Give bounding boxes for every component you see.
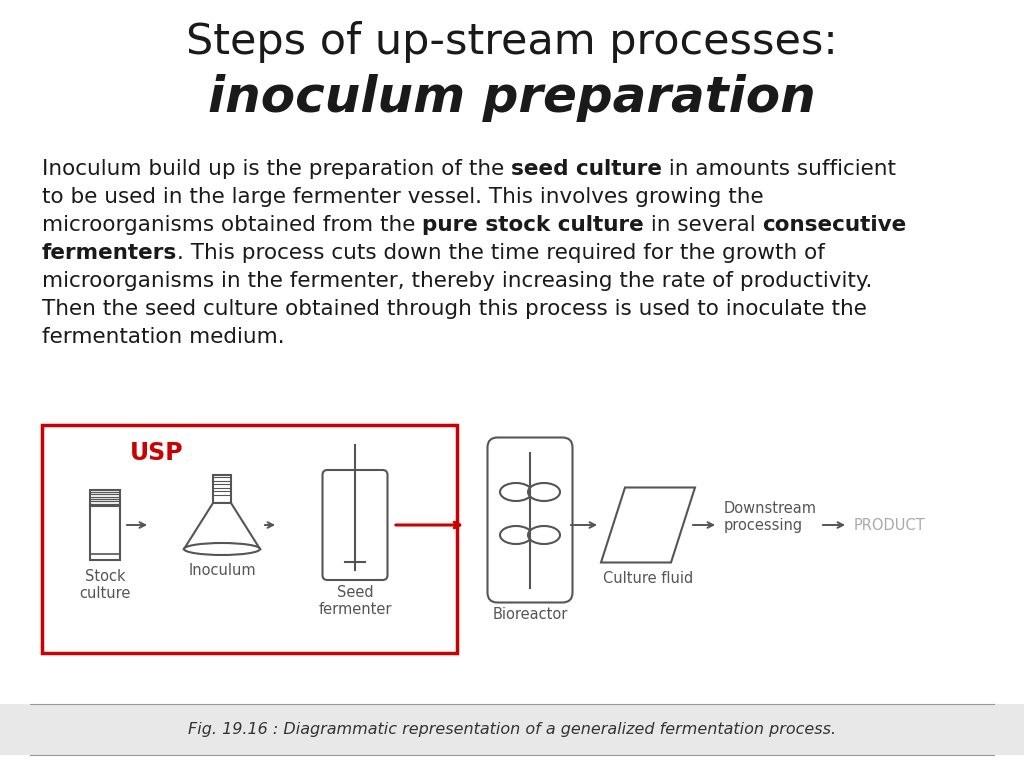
Bar xyxy=(42,425,457,653)
Text: Fig. 19.16 : Diagrammatic representation of a generalized fermentation process.: Fig. 19.16 : Diagrammatic representation… xyxy=(188,722,836,737)
Text: Then the seed culture obtained through this process is used to inoculate the: Then the seed culture obtained through t… xyxy=(42,299,867,319)
Ellipse shape xyxy=(500,526,532,544)
Ellipse shape xyxy=(184,543,260,555)
Text: Inoculum: Inoculum xyxy=(188,563,256,578)
Text: Downstream
processing: Downstream processing xyxy=(724,501,817,533)
Text: seed culture: seed culture xyxy=(511,159,663,179)
Text: fermentation medium.: fermentation medium. xyxy=(42,327,285,347)
Text: in amounts sufficient: in amounts sufficient xyxy=(663,159,896,179)
FancyBboxPatch shape xyxy=(487,438,572,603)
Ellipse shape xyxy=(528,526,560,544)
Text: consecutive: consecutive xyxy=(763,215,906,235)
Text: in several: in several xyxy=(644,215,763,235)
Ellipse shape xyxy=(528,483,560,501)
Text: . This process cuts down the time required for the growth of: . This process cuts down the time requir… xyxy=(177,243,825,263)
Bar xyxy=(90,490,120,560)
Text: Bioreactor: Bioreactor xyxy=(493,607,567,622)
Text: Seed
fermenter: Seed fermenter xyxy=(318,585,392,617)
Text: microorganisms in the fermenter, thereby increasing the rate of productivity.: microorganisms in the fermenter, thereby… xyxy=(42,271,872,291)
Text: pure stock culture: pure stock culture xyxy=(422,215,644,235)
Text: USP: USP xyxy=(130,441,184,465)
Ellipse shape xyxy=(500,483,532,501)
Text: inoculum preparation: inoculum preparation xyxy=(208,74,816,122)
Polygon shape xyxy=(601,488,695,562)
Text: to be used in the large fermenter vessel. This involves growing the: to be used in the large fermenter vessel… xyxy=(42,187,764,207)
Polygon shape xyxy=(184,503,260,549)
Text: Stock
culture: Stock culture xyxy=(79,569,131,601)
Text: PRODUCT: PRODUCT xyxy=(854,518,926,532)
Text: microorganisms obtained from the: microorganisms obtained from the xyxy=(42,215,422,235)
Text: Steps of up-stream processes:: Steps of up-stream processes: xyxy=(186,21,838,63)
Bar xyxy=(213,475,231,503)
FancyBboxPatch shape xyxy=(323,470,387,580)
Bar xyxy=(0,704,1024,755)
Text: Inoculum build up is the preparation of the: Inoculum build up is the preparation of … xyxy=(42,159,511,179)
Text: Culture fluid: Culture fluid xyxy=(603,571,693,586)
Text: fermenters: fermenters xyxy=(42,243,177,263)
